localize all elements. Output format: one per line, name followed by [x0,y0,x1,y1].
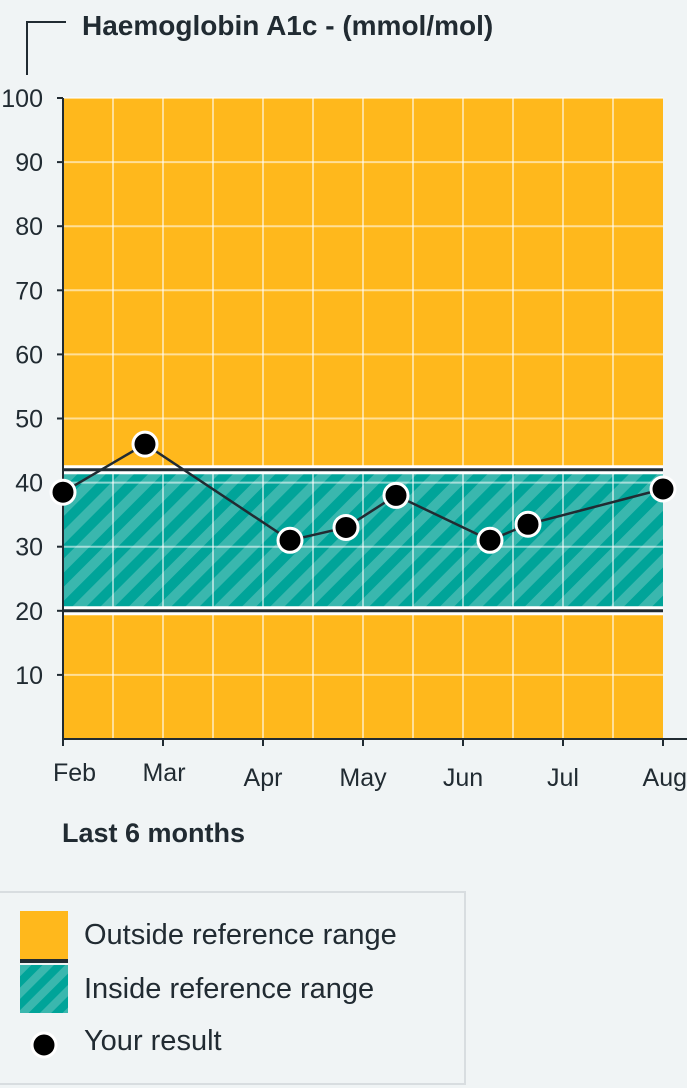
y-tick-label: 80 [15,213,43,241]
result-point [476,526,504,554]
chart-caption: Last 6 months [62,818,246,848]
legend-item-result: Your result [20,1021,460,1067]
x-tick-label: May [339,764,387,792]
y-tick-label: 30 [15,534,43,562]
legend-item-inside: Inside reference range [20,965,460,1015]
x-tick-label: Apr [244,764,283,792]
x-tick-label: Aug [643,764,687,792]
result-point [382,481,410,509]
y-tick-label: 60 [15,341,43,369]
outside-range-swatch [20,911,68,963]
legend-item-outside: Outside reference range [20,911,460,963]
y-tick-label: 40 [15,470,43,498]
result-point [514,510,542,538]
legend-inside-label: Inside reference range [84,973,375,1005]
inside-range-swatch [20,965,68,1013]
result-point-icon [30,1031,58,1059]
y-tick-label: 50 [15,406,43,434]
result-point [49,478,77,506]
y-tick-label: 90 [15,149,43,177]
result-point [276,526,304,554]
x-tick-label: Jun [443,764,483,792]
result-point [332,513,360,541]
chart: Haemoglobin A1c - (mmol/mol) 10 20 30 40 50 6… [1,10,687,792]
y-tick-label: 20 [15,598,43,626]
plot-area: 10 20 30 40 50 60 70 80 90 100 Feb Mar Apr May Jun Jul A… [1,85,687,792]
x-tick-label: Mar [142,759,185,787]
title-bracket [26,21,66,75]
x-tick-label: Jul [547,764,579,792]
legend-outside-label: Outside reference range [84,919,397,951]
x-tick-label: Feb [53,759,96,787]
result-point [649,475,677,503]
y-tick-label: 10 [15,662,43,690]
legend-result-label: Your result [84,1025,222,1057]
y-tick-label: 70 [15,277,43,305]
chart-title: Haemoglobin A1c - (mmol/mol) [82,10,493,41]
result-point [131,430,159,458]
legend: Outside reference range Inside reference… [0,891,466,1085]
y-tick-label: 100 [1,85,43,113]
